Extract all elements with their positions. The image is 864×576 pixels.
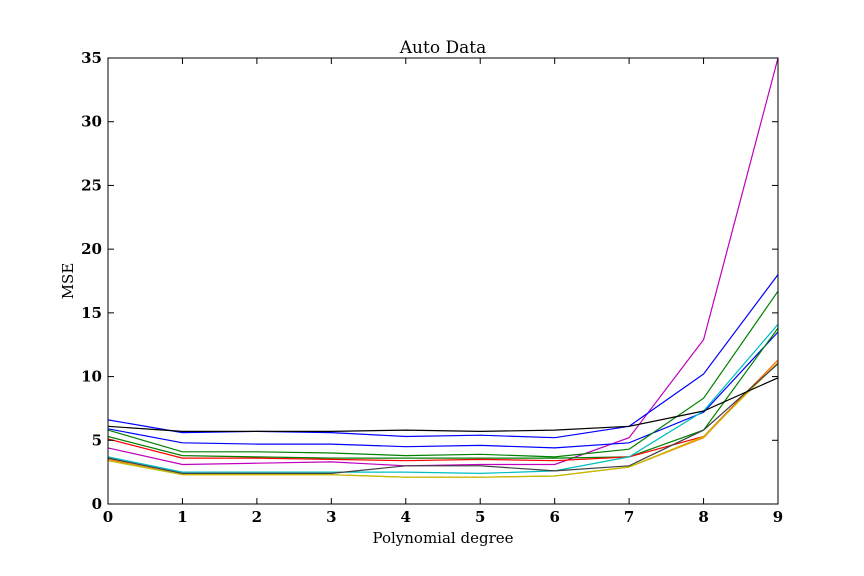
- series-line-3: [107, 331, 779, 449]
- y-tick-label: 30: [81, 113, 102, 131]
- x-tick-label: 7: [624, 508, 634, 526]
- series-line-9: [107, 362, 779, 478]
- y-tick-label: 0: [92, 495, 102, 513]
- x-tick-label: 2: [252, 508, 262, 526]
- plot-frame: [107, 57, 779, 505]
- series-line-1: [107, 57, 779, 467]
- x-tick-label: 5: [475, 508, 485, 526]
- series-line-11: [107, 377, 779, 433]
- x-tick-label: 8: [698, 508, 708, 526]
- y-tick-label: 15: [81, 304, 102, 322]
- x-tick-label: 9: [773, 508, 783, 526]
- series-line-10: [107, 363, 779, 474]
- y-axis-label: MSE: [59, 263, 77, 300]
- series-line-7: [107, 323, 779, 475]
- ticks-layer: 0 1 2 3 4 5 6 7 8 9 0 5 10 15 20 25 30 35: [81, 49, 783, 526]
- series-line-4: [107, 290, 779, 458]
- x-tick-label: 3: [326, 508, 336, 526]
- y-tick-label: 35: [81, 49, 102, 67]
- x-tick-label: 1: [177, 508, 187, 526]
- series-line-6: [107, 359, 779, 462]
- x-axis-label: Polynomial degree: [372, 529, 513, 547]
- y-tick-label: 5: [92, 431, 102, 449]
- series-layer: [107, 57, 779, 478]
- series-line-2: [107, 274, 779, 439]
- x-tick-label: 4: [401, 508, 411, 526]
- y-tick-label: 25: [81, 176, 102, 194]
- series-line-5: [107, 327, 779, 459]
- y-tick-label: 20: [81, 240, 102, 258]
- x-tick-label: 0: [103, 508, 113, 526]
- x-tick-label: 6: [549, 508, 559, 526]
- chart-title: Auto Data: [399, 38, 486, 58]
- y-tick-label: 10: [81, 368, 102, 386]
